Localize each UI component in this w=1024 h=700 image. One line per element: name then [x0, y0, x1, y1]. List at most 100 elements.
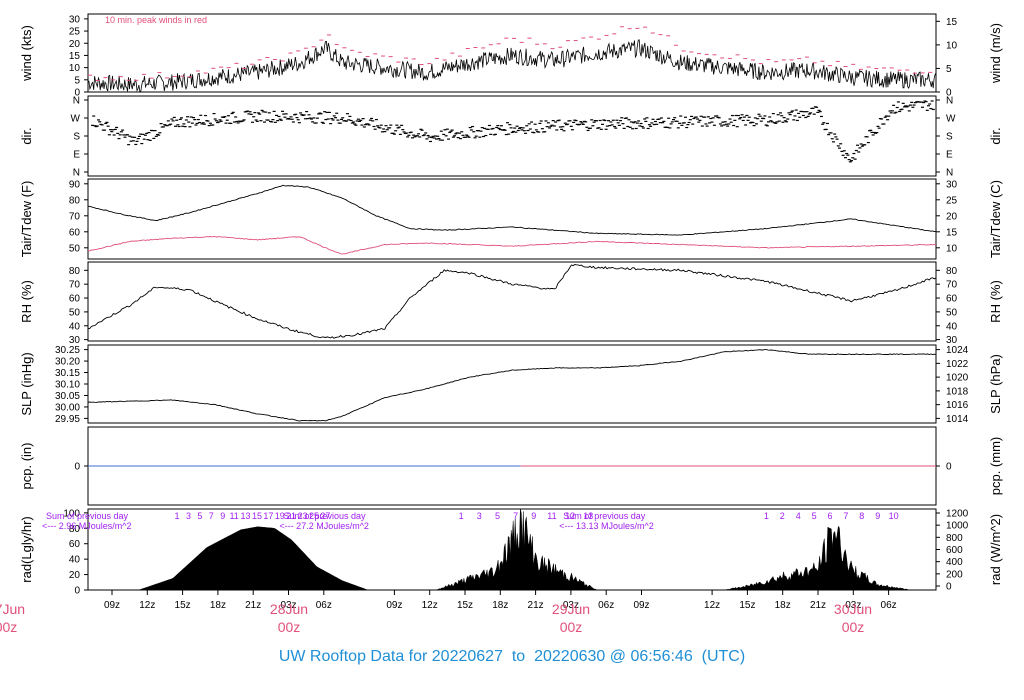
x-hour-label: 18z	[775, 600, 791, 611]
ylabel-left-pcp: pcp. (in)	[19, 443, 34, 490]
right-tick-label-slp: 1016	[946, 400, 969, 411]
left-tick-label-rh: 50	[69, 307, 81, 318]
left-tick-label-temp: 80	[69, 195, 81, 206]
left-tick-label-dir: E	[73, 150, 80, 161]
right-tick-label-rh: 60	[946, 294, 958, 305]
x-hour-label: 06z	[881, 600, 897, 611]
right-tick-label-temp: 15	[946, 227, 958, 238]
right-tick-label-rad: 1000	[946, 521, 969, 532]
rh-line	[88, 264, 937, 339]
left-tick-label-slp: 30.00	[55, 402, 80, 413]
x-hour-label: 15z	[175, 600, 191, 611]
radiation-hour-label: 13	[583, 511, 593, 521]
right-tick-label-slp: 1020	[946, 373, 969, 384]
radiation-hour-label: 9	[875, 511, 880, 521]
left-tick-label-slp: 30.05	[55, 391, 80, 402]
x-hour-label: 21z	[245, 600, 261, 611]
radiation-hour-label: 5	[197, 511, 202, 521]
left-tick-label-rh: 80	[69, 266, 81, 277]
left-tick-label-wind: 25	[69, 27, 81, 38]
right-tick-label-slp: 1018	[946, 386, 969, 397]
x-day-time-label: 00z	[0, 619, 17, 635]
right-tick-label-temp: 25	[946, 195, 958, 206]
x-hour-label: 06z	[598, 600, 614, 611]
footer-tz: (UTC)	[701, 648, 746, 665]
radiation-hour-label: 3	[477, 511, 482, 521]
footer-title: UW Rooftop Data for 20220627 to 20220630…	[0, 648, 1024, 666]
wind-annotation: 10 min. peak winds in red	[105, 15, 207, 25]
left-tick-label-slp: 30.20	[55, 357, 80, 368]
left-tick-label-temp: 70	[69, 211, 81, 222]
x-day-label: 28Jun	[270, 601, 308, 617]
slp-line	[87, 349, 937, 422]
ylabel-right-pcp: pcp. (mm)	[988, 437, 1003, 496]
ylabel-right-dir: dir.	[988, 127, 1003, 144]
x-hour-label: 15z	[457, 600, 473, 611]
radiation-sum-label: Sum of previous day	[283, 511, 366, 521]
x-day-label: 29Jun	[552, 601, 590, 617]
left-tick-label-slp: 30.25	[55, 345, 80, 356]
right-tick-label-temp: 20	[946, 211, 958, 222]
right-tick-label-wind: 10	[946, 40, 958, 51]
radiation-hour-label: 12	[565, 511, 575, 521]
right-tick-label-slp: 1022	[946, 359, 969, 370]
radiation-sum-value: <--- 13.13 MJoules/m^2	[559, 521, 654, 531]
ylabel-left-dir: dir.	[19, 127, 34, 144]
radiation-hour-label: 17	[263, 511, 273, 521]
radiation-hour-label: 7	[513, 511, 518, 521]
footer-end-date: 20220630	[534, 648, 606, 665]
radiation-hour-label: 6	[827, 511, 832, 521]
left-tick-label-temp: 90	[69, 179, 81, 190]
left-tick-label-wind: 30	[69, 14, 81, 25]
radiation-hour-label: 27	[320, 511, 330, 521]
x-hour-label: 21z	[528, 600, 544, 611]
x-hour-label: 21z	[810, 600, 826, 611]
right-tick-label-temp: 10	[946, 243, 958, 254]
right-tick-label-rh: 70	[946, 280, 958, 291]
x-day-time-label: 00z	[842, 619, 865, 635]
panel-frame-wind	[87, 13, 937, 93]
footer-at: @	[609, 648, 626, 665]
left-tick-label-rad: 40	[69, 555, 81, 566]
radiation-hour-label: 7	[209, 511, 214, 521]
x-hour-label: 03z	[563, 600, 579, 611]
ylabel-right-wind: wind (m/s)	[988, 23, 1003, 84]
right-tick-label-dir: S	[946, 132, 953, 143]
left-tick-label-dir: N	[73, 168, 80, 179]
panel-frame-dir	[87, 95, 937, 177]
footer-start-date: 20220627	[431, 648, 503, 665]
radiation-hour-label: 15	[252, 511, 262, 521]
radiation-hour-label: 11	[547, 511, 556, 521]
right-tick-label-rad: 400	[946, 557, 963, 568]
right-tick-label-slp: 1014	[946, 414, 969, 425]
x-hour-label: 03z	[280, 600, 296, 611]
x-hour-label: 03z	[845, 600, 861, 611]
footer-to: to	[511, 648, 526, 665]
radiation-sum-value: <--- 2.96 MJoules/m^2	[42, 521, 132, 531]
left-tick-label-dir: N	[73, 96, 80, 107]
footer-prefix: UW Rooftop Data for	[278, 648, 428, 665]
right-tick-label-rh: 40	[946, 321, 958, 332]
wind-speed-line	[87, 39, 937, 92]
ylabel-left-wind: wind (kts)	[19, 25, 34, 82]
radiation-hour-label: 5	[495, 511, 500, 521]
right-tick-label-rh: 80	[946, 266, 958, 277]
radiation-sum-label: Sum of previous day	[46, 511, 129, 521]
left-tick-label-dir: S	[73, 132, 80, 143]
radiation-hour-label: 7	[843, 511, 848, 521]
x-hour-label: 06z	[316, 600, 332, 611]
x-day-time-label: 00z	[560, 619, 583, 635]
x-hour-label: 15z	[739, 600, 755, 611]
ylabel-right-rad: rad (W/m^2)	[988, 514, 1003, 585]
radiation-area	[723, 525, 911, 591]
panel-frame-rh	[87, 261, 937, 342]
x-hour-label: 12z	[704, 600, 720, 611]
panel-frame-temp	[87, 178, 937, 260]
right-tick-label-dir: N	[946, 168, 953, 179]
radiation-hour-label: 21	[286, 511, 296, 521]
radiation-hour-label: 8	[859, 511, 864, 521]
x-day-label: 27Jun	[0, 601, 25, 617]
right-tick-label-rad: 800	[946, 533, 963, 544]
right-tick-label-dir: W	[946, 114, 956, 125]
